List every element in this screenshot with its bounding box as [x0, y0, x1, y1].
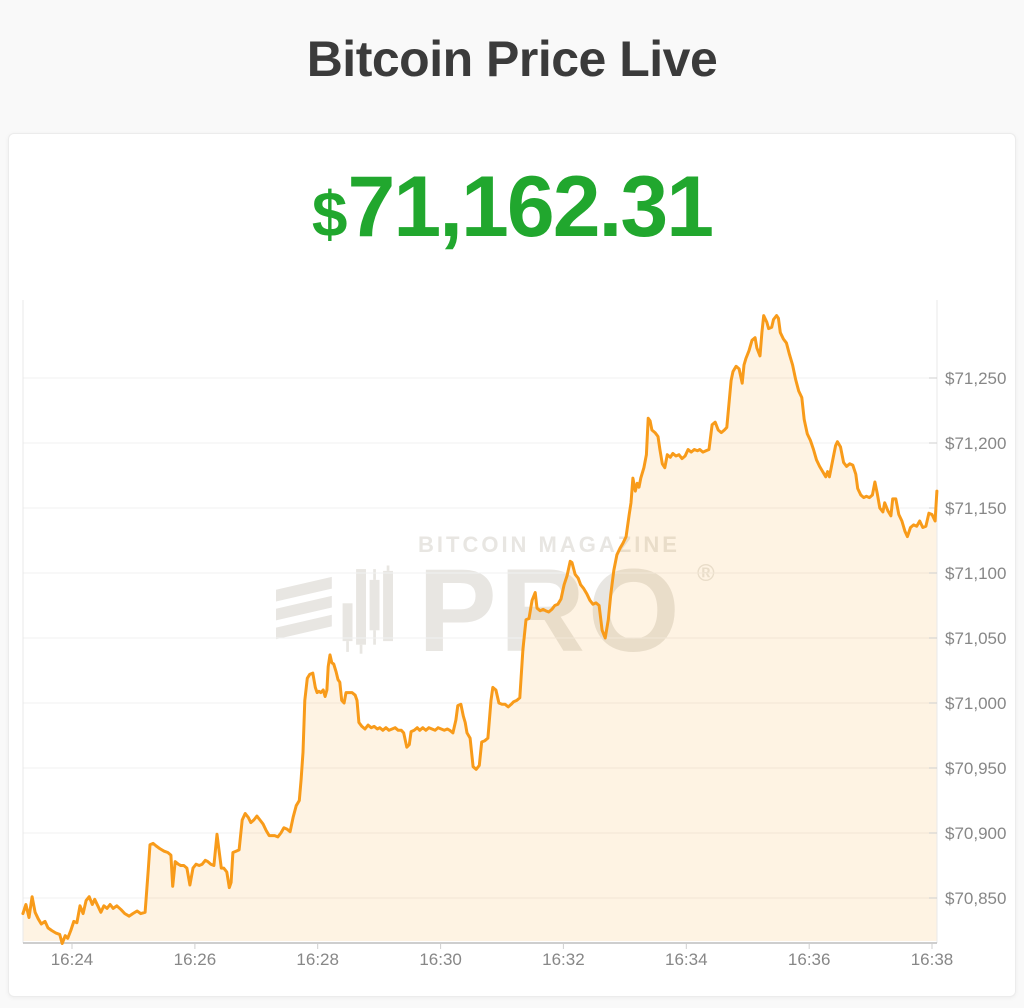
- price-amount: 71,162.31: [347, 159, 715, 255]
- page-title: Bitcoin Price Live: [306, 31, 718, 87]
- live-price: $71,162.31: [9, 164, 1015, 250]
- bitcoin-magazine-pro-watermark: BITCOIN MAGAZINE PRO ®: [276, 528, 715, 670]
- registered-trademark-mark: ®: [697, 560, 715, 587]
- watermark-pro-word: PRO: [418, 545, 683, 677]
- watermark-text-block: BITCOIN MAGAZINE PRO ®: [418, 528, 715, 670]
- watermark-pro-text: PRO ®: [418, 552, 715, 670]
- bitcoin-magazine-logo-icon: [276, 565, 393, 655]
- currency-symbol: $: [311, 178, 348, 250]
